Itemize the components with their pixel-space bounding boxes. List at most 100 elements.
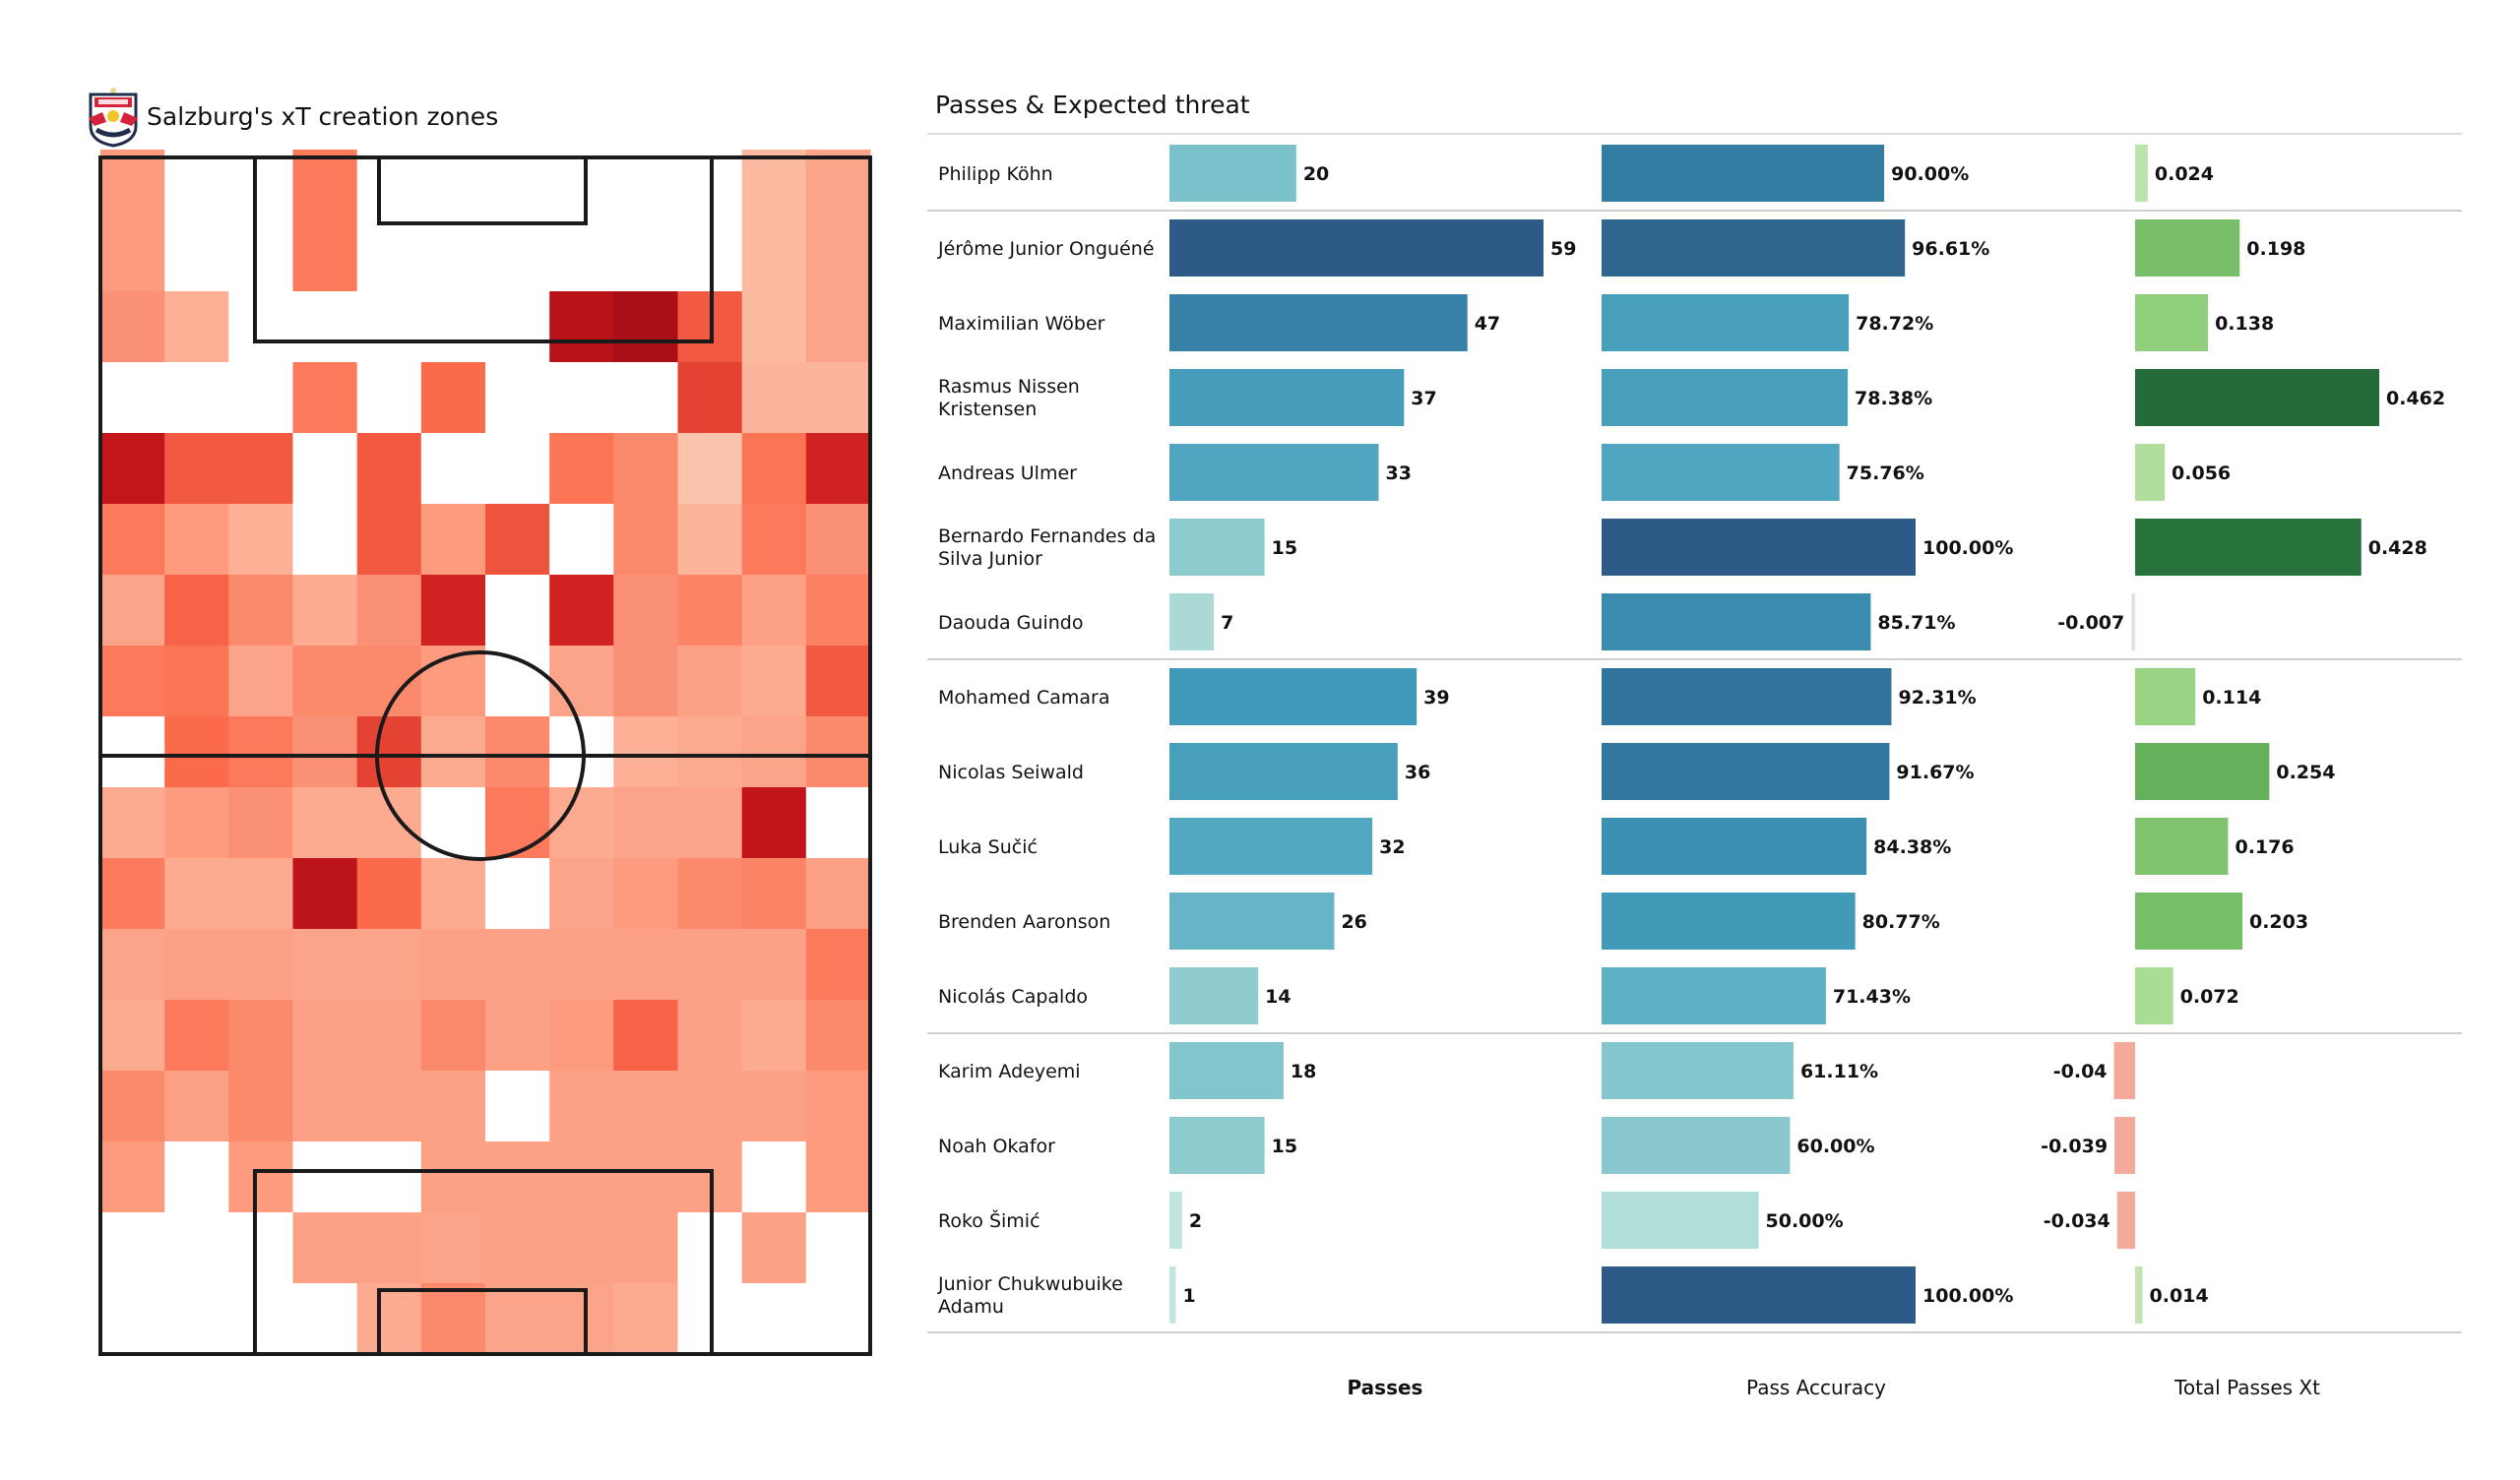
heatmap-cell: [100, 504, 165, 576]
pitch-heatmap: [98, 150, 872, 1356]
passes-table: Philipp Köhn 20 90.00% 0.024 Jérôme Junior O…: [927, 133, 2462, 1333]
heatmap-cell: [164, 150, 229, 221]
accuracy-value: 78.38%: [1855, 388, 1932, 409]
heatmap-cell: [805, 1071, 871, 1142]
heatmap-cell: [100, 433, 165, 505]
heatmap-cell: [292, 504, 358, 576]
player-row: Mohamed Camara 39 92.31% 0.114: [938, 668, 2261, 725]
heatmap-cell: [420, 575, 486, 647]
heatmap-cell: [613, 575, 679, 647]
heatmap-cell: [805, 220, 871, 292]
passes-bar: [1169, 967, 1259, 1024]
heatmap-cell: [228, 858, 294, 930]
heatmap-cell: [805, 787, 871, 859]
heatmap-cell: [741, 1283, 807, 1355]
heatmap-cell: [356, 1283, 422, 1355]
heatmap-cell: [549, 150, 614, 221]
heatmap-cell: [741, 787, 807, 859]
heatmap-cell: [741, 291, 807, 363]
accuracy-value: 71.43%: [1833, 986, 1911, 1008]
player-name: Bernardo Fernandes da Silva Junior: [938, 525, 1156, 570]
heatmap-cell: [420, 1000, 486, 1072]
heatmap-cell: [677, 362, 743, 434]
heatmap-cell: [356, 220, 422, 292]
player-name: Philipp Köhn: [938, 163, 1053, 185]
passes-bar: [1169, 219, 1544, 277]
heatmap-cell: [805, 504, 871, 576]
heatmap-cell: [292, 929, 358, 1001]
accuracy-bar: [1602, 444, 1840, 501]
heatmap-cell: [805, 858, 871, 930]
passes-xt-panel: Passes & Expected threat Philipp Köhn 20 9…: [915, 0, 2520, 1480]
heatmap-cell: [613, 1000, 679, 1072]
heatmap-cell: [420, 150, 486, 221]
heatmap-cell: [613, 787, 679, 859]
heatmap-cell: [741, 575, 807, 647]
heatmap-cell: [485, 504, 550, 576]
heatmap-cell: [164, 433, 229, 505]
accuracy-value: 61.11%: [1800, 1061, 1878, 1082]
heatmap-cell: [485, 150, 550, 221]
heatmap-cell: [100, 220, 165, 292]
heatmap-cell: [228, 504, 294, 576]
passes-bar: [1169, 1192, 1182, 1249]
xt-bar: [2135, 1266, 2143, 1324]
xt-value: 0.428: [2368, 537, 2427, 559]
player-name: Luka Sučić: [938, 836, 1038, 858]
heatmap-cell: [356, 1141, 422, 1213]
heatmap-cell: [100, 716, 165, 788]
heatmap-cell: [485, 1000, 550, 1072]
xt-value: -0.039: [2041, 1136, 2108, 1157]
heatmap-cell: [292, 1141, 358, 1213]
accuracy-value: 78.72%: [1856, 313, 1933, 335]
passes-value: 2: [1189, 1210, 1202, 1232]
accuracy-value: 85.71%: [1877, 612, 1955, 634]
heatmap-cell: [485, 575, 550, 647]
heatmap-cell: [356, 929, 422, 1001]
passes-value: 14: [1265, 986, 1291, 1008]
xt-bar: [2135, 145, 2148, 202]
heatmap-cell: [613, 716, 679, 788]
heatmap-cell: [356, 787, 422, 859]
heatmap-cell: [741, 150, 807, 221]
heatmap-cell: [549, 1000, 614, 1072]
heatmap-cell: [228, 575, 294, 647]
heatmap-cell: [805, 150, 871, 221]
heatmap-cell: [100, 858, 165, 930]
player-name: Nicolás Capaldo: [938, 986, 1088, 1008]
heatmap-cell: [805, 291, 871, 363]
heatmap-cell: [356, 433, 422, 505]
heatmap-cell: [228, 1141, 294, 1213]
heatmap-cells: [100, 150, 871, 1355]
heatmap-cell: [485, 787, 550, 859]
heatmap-cell: [613, 1141, 679, 1213]
heatmap-cell: [741, 362, 807, 434]
heatmap-cell: [100, 1000, 165, 1072]
heatmap-cell: [485, 646, 550, 717]
passes-bar: [1169, 1042, 1284, 1099]
heatmap-cell: [356, 1071, 422, 1142]
passes-bar: [1169, 145, 1296, 202]
accuracy-bar: [1602, 519, 1916, 576]
heatmap-cell: [549, 858, 614, 930]
passes-bar: [1169, 818, 1373, 875]
player-row: Noah Okafor 15 60.00% -0.039: [938, 1117, 2135, 1174]
heatmap-cell: [485, 220, 550, 292]
heatmap-cell: [164, 1283, 229, 1355]
heatmap-cell: [164, 1000, 229, 1072]
xt-bar: [2135, 444, 2166, 501]
xt-value: 0.056: [2172, 462, 2231, 484]
accuracy-value: 75.76%: [1847, 462, 1924, 484]
passes-value: 15: [1272, 1136, 1297, 1157]
heatmap-cell: [164, 220, 229, 292]
heatmap-cell: [805, 362, 871, 434]
passes-value: 37: [1411, 388, 1436, 409]
heatmap-cell: [549, 504, 614, 576]
heatmap-cell: [356, 291, 422, 363]
heatmap-cell: [613, 433, 679, 505]
heatmap-cell: [485, 362, 550, 434]
passes-value: 7: [1221, 612, 1233, 634]
accuracy-bar: [1602, 1042, 1794, 1099]
heatmap-cell: [100, 291, 165, 363]
accuracy-value: 92.31%: [1898, 687, 1976, 709]
